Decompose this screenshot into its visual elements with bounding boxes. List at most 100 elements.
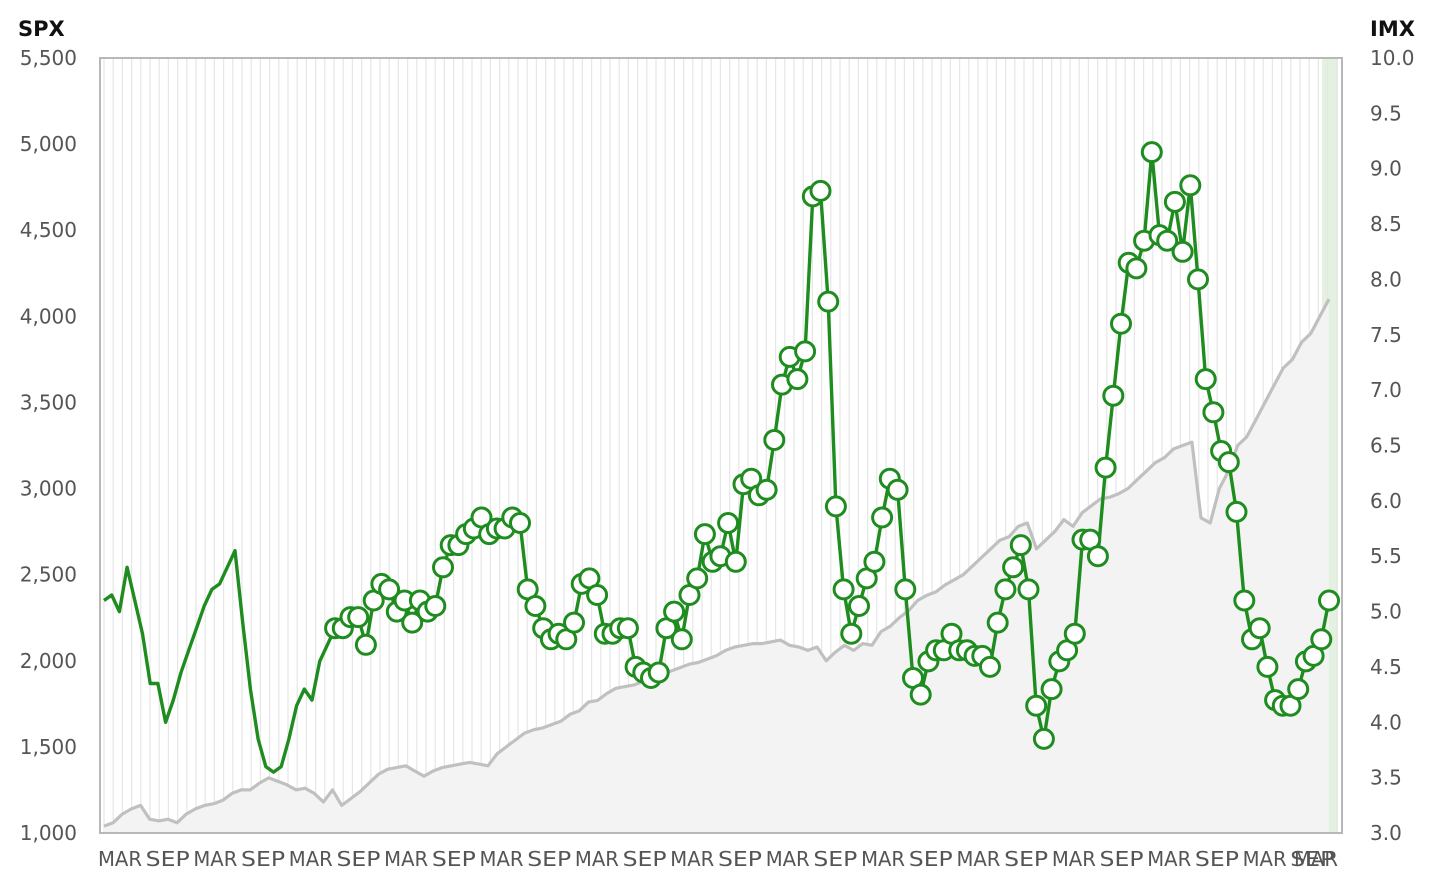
x-tick-label: MAR [480, 847, 524, 871]
right-tick-label: 4.5 [1370, 655, 1402, 679]
right-tick-label: 5.0 [1370, 600, 1402, 624]
x-tick-label: MAR [98, 847, 142, 871]
imx-point [1125, 257, 1148, 280]
imx-point [1287, 678, 1310, 701]
imx-point [871, 506, 894, 529]
imx-point [1110, 312, 1132, 335]
right-tick-label: 3.5 [1370, 766, 1402, 790]
imx-point [563, 611, 585, 634]
imx-point [1156, 229, 1179, 252]
imx-point [1086, 545, 1109, 568]
right-tick-label: 6.5 [1370, 434, 1402, 458]
imx-point [824, 495, 847, 518]
imx-point [1171, 240, 1194, 263]
x-tick-label: MAR [670, 847, 714, 871]
imx-point [817, 290, 840, 313]
x-tick-label: MAR [575, 847, 619, 871]
imx-point [1102, 384, 1125, 407]
x-tick-label: MAR [956, 847, 1000, 871]
x-tick-label: SEP [336, 847, 380, 871]
left-axis-ticks: 1,000 1,500 2,000 2,500 3,000 3,500 4,000 4,500… [20, 46, 77, 845]
right-tick-label: 10.0 [1370, 46, 1415, 70]
imx-point [1194, 368, 1217, 391]
x-tick-label: SEP [241, 847, 285, 871]
imx-point [979, 655, 1001, 678]
x-tick-label: SEP [527, 847, 571, 871]
x-tick-label: SEP [146, 847, 190, 871]
right-tick-label: 6.0 [1370, 489, 1402, 513]
left-tick-label: 3,500 [20, 390, 77, 414]
x-tick-label: MAR [1294, 847, 1338, 871]
imx-point [848, 595, 870, 617]
imx-point [1233, 589, 1256, 612]
imx-point [763, 429, 786, 451]
x-tick-label: SEP [1100, 847, 1144, 871]
imx-point [994, 578, 1017, 601]
left-tick-label: 4,000 [20, 304, 77, 328]
left-tick-label: 2,500 [20, 563, 77, 587]
left-tick-label: 4,500 [20, 218, 77, 242]
right-tick-label: 5.5 [1370, 544, 1402, 568]
imx-point [809, 179, 832, 202]
x-tick-label: MAR [193, 847, 237, 871]
imx-point [1310, 628, 1333, 651]
imx-point [863, 550, 886, 573]
imx-point [693, 523, 716, 546]
x-tick-label: SEP [432, 847, 476, 871]
x-tick-label: MAR [1052, 847, 1096, 871]
imx-point [1225, 500, 1248, 523]
left-tick-label: 3,000 [20, 477, 77, 501]
x-axis-labels: MAR SEP MAR SEP MAR SEP MAR SEP MAR SEP MAR SEP MAR S… [98, 847, 1338, 871]
right-tick-label: 7.5 [1370, 323, 1402, 347]
x-tick-label: MAR [384, 847, 428, 871]
imx-point [786, 368, 809, 391]
imx-point [986, 611, 1009, 634]
imx-line-layer [103, 141, 1340, 774]
right-axis-title: IMX [1370, 17, 1415, 41]
imx-point [840, 622, 863, 645]
x-tick-label: SEP [1004, 847, 1048, 871]
right-tick-label: 3.0 [1370, 821, 1402, 845]
right-tick-label: 4.0 [1370, 710, 1402, 734]
imx-point [401, 611, 424, 634]
imx-point [432, 556, 454, 579]
spx-area [104, 299, 1329, 834]
imx-point [686, 567, 709, 590]
imx-point [894, 578, 917, 601]
spx-line [103, 298, 1331, 828]
imx-point [909, 683, 932, 706]
imx-point [1063, 622, 1086, 645]
imx-point [354, 633, 377, 656]
imx-point [832, 578, 855, 601]
right-tick-label: 8.0 [1370, 267, 1402, 291]
right-tick-label: 8.5 [1370, 212, 1402, 236]
right-axis-ticks: 3.0 3.5 4.0 4.5 5.0 5.5 6.0 6.5 7.0 7.5 8.0 8.5 9.0 9… [1370, 46, 1415, 845]
left-tick-label: 5,500 [20, 46, 77, 70]
left-tick-label: 1,000 [20, 821, 77, 845]
imx-point [1248, 617, 1271, 640]
imx-point [1009, 534, 1032, 557]
imx-point [794, 340, 817, 363]
imx-point [1256, 655, 1279, 678]
x-tick-label: MAR [861, 847, 905, 871]
imx-point [1040, 678, 1063, 701]
imx-point [1202, 401, 1225, 424]
imx-point [717, 512, 740, 534]
x-tick-label: SEP [813, 847, 857, 871]
right-tick-label: 9.5 [1370, 101, 1402, 125]
imx-point [347, 606, 370, 629]
imx-point [1140, 141, 1163, 164]
imx-point [586, 584, 609, 606]
imx-point [724, 550, 747, 573]
plot-frame [99, 57, 1343, 834]
left-tick-label: 2,000 [20, 649, 77, 673]
x-tick-label: MAR [1147, 847, 1191, 871]
imx-point [424, 595, 447, 617]
imx-point [616, 617, 639, 640]
spx-area-layer [103, 298, 1331, 834]
x-tick-label: MAR [766, 847, 810, 871]
imx-point [1025, 694, 1048, 717]
right-tick-label: 7.0 [1370, 378, 1402, 402]
